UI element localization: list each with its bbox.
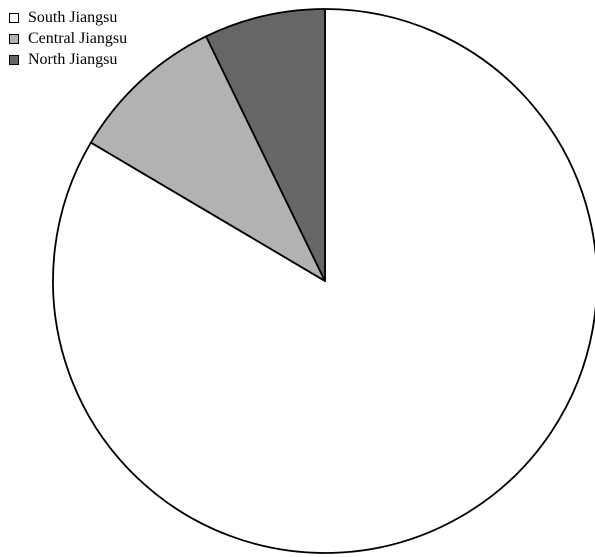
legend-label-central-jiangsu: Central Jiangsu (28, 29, 128, 47)
pie-slice-central-jiangsu (89, 35, 326, 282)
legend-swatch-north-jiangsu (9, 54, 19, 65)
pie-slice-north-jiangsu (205, 8, 326, 282)
legend-label-south-jiangsu: South Jiangsu (28, 8, 118, 26)
legend-item-central-jiangsu: Central Jiangsu (9, 28, 127, 49)
legend-item-south-jiangsu: South Jiangsu (9, 7, 127, 28)
legend-item-north-jiangsu: North Jiangsu (9, 49, 127, 70)
legend-swatch-central-jiangsu (9, 33, 19, 44)
legend-label-north-jiangsu: North Jiangsu (28, 50, 118, 68)
legend-swatch-south-jiangsu (9, 12, 19, 23)
legend: South Jiangsu Central Jiangsu North Jian… (9, 7, 127, 70)
